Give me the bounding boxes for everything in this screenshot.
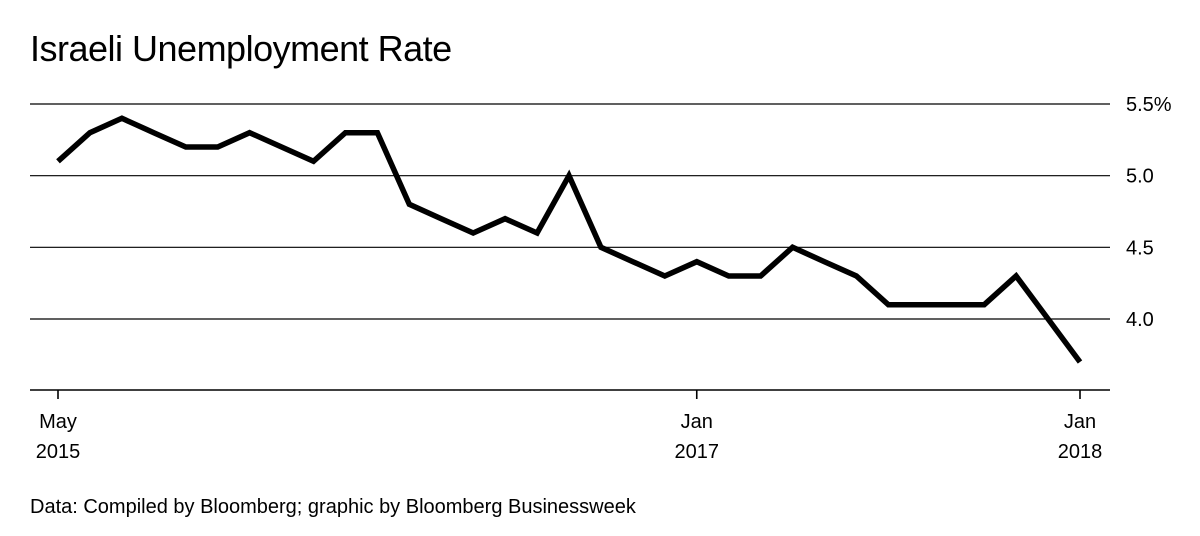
y-tick-label: 4.0 <box>1126 309 1154 331</box>
chart-title: Israeli Unemployment Rate <box>30 28 452 69</box>
gridlines <box>30 103 1110 320</box>
y-tick-label: 5.0 <box>1126 166 1154 188</box>
x-tick-label: 2017 <box>675 441 720 463</box>
x-tick-label: 2018 <box>1058 441 1103 463</box>
x-axis: May 2015 Jan 2017 Jan 2018 <box>30 389 1110 463</box>
x-tick-label: Jan <box>1064 411 1096 433</box>
source-note: Data: Compiled by Bloomberg; graphic by … <box>30 496 636 518</box>
x-tick-label: Jan <box>681 411 713 433</box>
series-line <box>56 115 1083 364</box>
y-tick-label: 5.5% <box>1126 94 1172 116</box>
series-layer <box>56 115 1083 364</box>
x-tick-label: May <box>39 411 77 433</box>
y-tick-label: 4.5 <box>1126 237 1154 259</box>
x-tick-label: 2015 <box>36 441 81 463</box>
y-tick-labels: 5.5% 5.0 4.5 4.0 <box>1126 94 1172 331</box>
